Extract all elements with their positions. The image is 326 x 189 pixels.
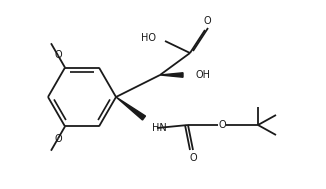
Text: OH: OH xyxy=(195,70,210,80)
Text: O: O xyxy=(189,153,197,163)
Text: O: O xyxy=(203,16,211,26)
Text: HO: HO xyxy=(141,33,156,43)
Text: O: O xyxy=(54,134,62,144)
Text: HN: HN xyxy=(152,123,167,133)
Text: O: O xyxy=(54,50,62,60)
Polygon shape xyxy=(116,97,145,120)
Polygon shape xyxy=(160,73,183,77)
Text: O: O xyxy=(218,120,226,130)
